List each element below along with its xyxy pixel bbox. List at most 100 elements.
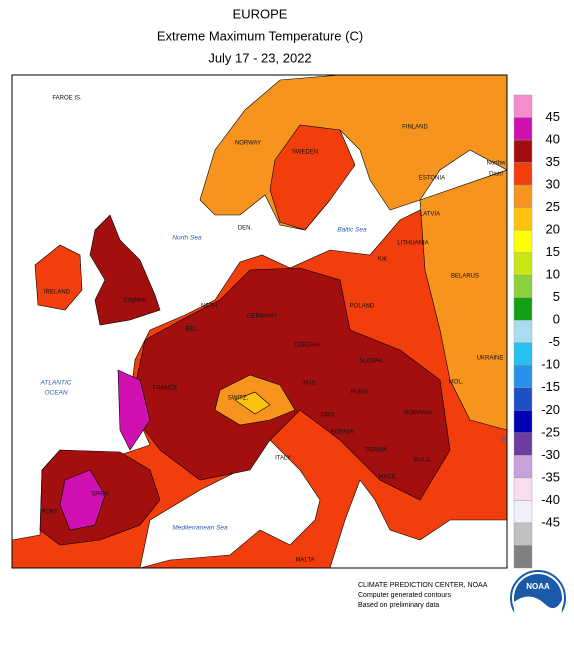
alps-yellow <box>234 391 271 415</box>
legend-swatch <box>513 545 533 569</box>
place-label: England <box>124 298 146 304</box>
legend-label: 45 <box>546 109 560 124</box>
legend-label: -40 <box>541 492 560 507</box>
mediterranean <box>139 439 507 568</box>
legend-label: -20 <box>541 402 560 417</box>
place-label: PORT. <box>41 510 59 516</box>
place-label: MACE. <box>378 475 397 481</box>
sea-label: North Sea <box>172 235 202 242</box>
legend: 45 40 35 30 25 20 15 10 5 0 -5 -10 -15 -20 -25 -30 -35 -4… <box>513 94 560 569</box>
place-label: IRELAND <box>44 290 71 296</box>
place-label: LITHUANIA <box>397 241 428 247</box>
place-label: FRANCE <box>153 386 178 392</box>
sweden-hot <box>269 124 356 231</box>
legend-swatch <box>513 477 533 501</box>
place-label: Distri <box>489 172 503 178</box>
legend-swatch <box>513 297 533 321</box>
legend-swatch <box>513 162 533 186</box>
map-frame <box>11 74 508 569</box>
place-label: BELARUS <box>451 274 479 280</box>
place-label: Northw <box>486 161 506 167</box>
legend-label: 25 <box>546 199 560 214</box>
legend-swatch <box>513 94 533 118</box>
britain <box>89 214 161 326</box>
title: EUROPE <box>233 6 288 21</box>
legend-label: 20 <box>546 222 560 237</box>
place-label: MALTA <box>295 558 314 564</box>
legend-swatch <box>513 117 533 141</box>
legend-swatch <box>513 500 533 524</box>
subtitle: Extreme Maximum Temperature (C) <box>157 28 363 43</box>
place-label: LATVIA <box>420 212 440 218</box>
map-labels: FAROE IS. NORWAY SWEDEN FINLAND ESTONIA … <box>40 96 507 564</box>
place-label: SWITZ. <box>228 396 249 402</box>
legend-label: 40 <box>546 131 560 146</box>
place-label: FAROE IS. <box>52 96 82 102</box>
place-label: SERBIA <box>365 448 387 454</box>
legend-label: -15 <box>541 379 560 394</box>
place-label: BEL. <box>185 327 198 333</box>
legend-label: -25 <box>541 424 560 439</box>
noaa-logo: NOAA <box>510 570 566 633</box>
place-label: ROMANIA <box>404 411 432 417</box>
place-label: POLAND <box>350 304 375 310</box>
place-label: ESTONIA <box>419 176 445 182</box>
sea-label: OCEAN <box>44 390 67 397</box>
sea-label: Mediterranean Sea <box>172 525 228 532</box>
core-dark-red <box>129 267 451 501</box>
legend-label: 35 <box>546 154 560 169</box>
place-label: ITALY <box>275 456 291 462</box>
legend-swatch <box>513 365 533 389</box>
legend-swatch <box>513 274 533 298</box>
legend-label: 15 <box>546 244 560 259</box>
legend-swatch <box>513 252 533 276</box>
legend-label: -10 <box>541 357 560 372</box>
credit: Computer generated contours <box>358 592 451 599</box>
place-label: CRO. <box>321 413 336 419</box>
legend-swatch <box>513 410 533 434</box>
legend-label: -5 <box>548 334 560 349</box>
place-label: BOSNIA <box>331 430 354 436</box>
legend-label: 0 <box>553 312 560 327</box>
legend-swatch <box>513 432 533 456</box>
place-label: Kal. <box>378 257 389 263</box>
legend-swatch <box>513 342 533 366</box>
place-label: UKRAINE <box>477 356 504 362</box>
legend-swatch <box>513 522 533 546</box>
place-label: NETH. <box>201 304 219 310</box>
dates: July 17 - 23, 2022 <box>208 50 311 65</box>
legend-label: 5 <box>553 289 560 304</box>
legend-label: -35 <box>541 469 560 484</box>
legend-label: -30 <box>541 447 560 462</box>
place-label: AUS. <box>303 381 317 387</box>
credit: CLIMATE PREDICTION CENTER, NOAA <box>358 582 488 589</box>
legend-swatch <box>513 184 533 208</box>
legend-swatch <box>513 229 533 253</box>
logo-text: NOAA <box>526 582 550 591</box>
place-label: CZECHIA <box>294 343 320 349</box>
map: FAROE IS. NORWAY SWEDEN FINLAND ESTONIA … <box>11 74 508 569</box>
ireland <box>34 244 83 311</box>
legend-swatch <box>513 139 533 163</box>
legend-label: -45 <box>541 514 560 529</box>
sea-label: ATLANTIC <box>40 380 72 387</box>
legend-swatch <box>513 320 533 343</box>
place-label: SPAIN <box>91 492 109 498</box>
legend-swatch <box>513 455 533 479</box>
legend-swatch <box>513 387 533 411</box>
east-orange <box>419 169 507 431</box>
place-label: SWEDEN <box>292 150 318 156</box>
logo-wave <box>513 596 562 633</box>
place-label: NORWAY <box>235 141 261 147</box>
place-label: BULG. <box>414 458 432 464</box>
credit: Based on preliminary data <box>358 602 439 609</box>
place-label: DEN. <box>238 226 253 232</box>
place-label: GERMANY <box>247 314 277 320</box>
sea-label: Baltic Sea <box>337 227 367 234</box>
place-label: HUNG. <box>350 390 370 396</box>
sea-label: B <box>501 437 506 444</box>
place-label: FINLAND <box>402 125 428 131</box>
legend-label: 10 <box>546 267 560 282</box>
place-label: SLOVAK. <box>359 359 385 365</box>
